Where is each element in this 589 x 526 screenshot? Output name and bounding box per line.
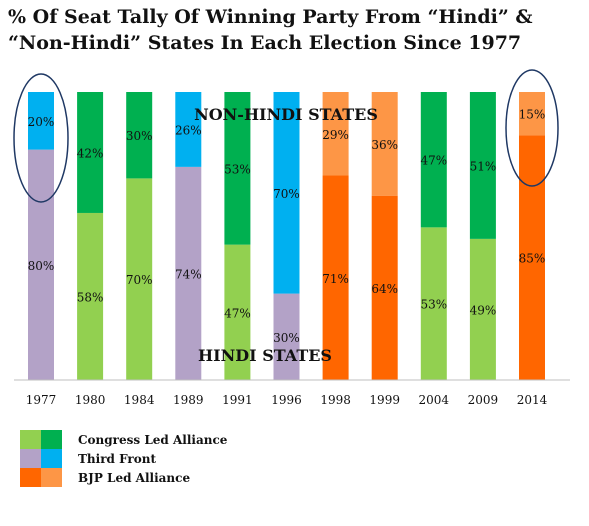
legend-swatch-bjp (20, 468, 62, 487)
legend-label: BJP Led Alliance (78, 470, 191, 485)
data-label-hindi-1991: 47% (224, 306, 251, 320)
bar-non-hindi-2004 (420, 92, 447, 228)
bar-non-hindi-1977 (28, 92, 54, 150)
bar-hindi-2004 (420, 227, 447, 380)
legend-item-third-front: Third Front (20, 449, 227, 468)
bar-hindi-1996 (273, 293, 300, 380)
legend-item-congress: Congress Led Alliance (20, 430, 227, 449)
data-label-non-hindi-1999: 36% (371, 138, 398, 152)
legend-swatch-third-front (20, 449, 62, 468)
bar-non-hindi-2014 (519, 92, 545, 136)
data-label-non-hindi-1977: 20% (28, 115, 55, 129)
data-label-hindi-1980: 58% (77, 290, 104, 304)
data-label-non-hindi-2009: 51% (470, 159, 497, 173)
data-label-hindi-2009: 49% (470, 303, 497, 317)
legend-item-bjp: BJP Led Alliance (20, 468, 227, 487)
x-tick-label-2014: 2014 (517, 393, 548, 407)
stacked-bar-chart: 80% 20% 58% 42% 70% 30% 74% 26% 47% 53% 30% 70% 71% 2… (13, 69, 570, 407)
non-hindi-states-label: NON-HINDI STATES (194, 105, 378, 124)
data-label-hindi-1989: 74% (175, 267, 202, 281)
bar-hindi-1998 (322, 175, 349, 380)
legend-label: Third Front (78, 451, 157, 466)
data-label-hindi-1996: 30% (273, 331, 300, 345)
bar-non-hindi-1991 (224, 92, 251, 245)
bar-non-hindi-1999 (371, 92, 398, 196)
data-label-hindi-1999: 64% (371, 282, 398, 296)
data-label-non-hindi-1989: 26% (175, 123, 202, 137)
x-tick-label-1998: 1998 (320, 393, 351, 407)
x-tick-label-1984: 1984 (124, 393, 155, 407)
chart-title: % Of Seat Tally Of Winning Party From “H… (8, 6, 533, 54)
bar-hindi-2014 (519, 135, 545, 380)
bar-non-hindi-1984 (126, 92, 153, 179)
bar-hindi-1999 (371, 195, 398, 380)
data-label-non-hindi-1984: 30% (126, 129, 153, 143)
data-label-non-hindi-2004: 47% (420, 154, 447, 168)
data-label-non-hindi-2014: 15% (519, 108, 546, 122)
x-tick-label-1999: 1999 (369, 393, 400, 407)
hindi-states-label: HINDI STATES (198, 346, 332, 365)
highlight-ellipse-1977 (13, 73, 69, 203)
data-label-non-hindi-1996: 70% (273, 187, 300, 201)
bar-hindi-1977 (28, 149, 54, 380)
bar-non-hindi-1989 (175, 92, 202, 167)
data-label-non-hindi-1991: 53% (224, 162, 251, 176)
data-label-hindi-2004: 53% (420, 298, 447, 312)
bar-non-hindi-1996 (273, 92, 300, 294)
bar-hindi-1984 (126, 178, 153, 380)
x-tick-label-2004: 2004 (419, 393, 450, 407)
bar-hindi-2009 (469, 238, 496, 380)
bar-non-hindi-2009 (469, 92, 496, 239)
data-label-non-hindi-1980: 42% (77, 146, 104, 160)
bar-hindi-1989 (175, 166, 202, 380)
bar-non-hindi-1998 (322, 92, 349, 176)
x-tick-label-1980: 1980 (75, 393, 106, 407)
data-label-hindi-1998: 71% (322, 272, 349, 286)
x-tick-label-2009: 2009 (468, 393, 499, 407)
highlight-ellipse-2014 (505, 69, 559, 187)
data-label-hindi-1977: 80% (28, 259, 55, 273)
legend-swatch-congress (20, 430, 62, 449)
data-label-hindi-1984: 70% (126, 273, 153, 287)
legend: Congress Led Alliance Third Front BJP Le… (20, 430, 227, 487)
legend-label: Congress Led Alliance (78, 432, 228, 447)
x-tick-label-1996: 1996 (271, 393, 302, 407)
bar-hindi-1991 (224, 244, 251, 380)
x-tick-label-1989: 1989 (173, 393, 204, 407)
x-tick-label-1977: 1977 (26, 393, 57, 407)
bar-hindi-1980 (77, 212, 104, 380)
x-tick-label-1991: 1991 (222, 393, 253, 407)
data-label-hindi-2014: 85% (519, 252, 546, 266)
data-label-non-hindi-1998: 29% (322, 128, 349, 142)
bar-non-hindi-1980 (77, 92, 104, 213)
